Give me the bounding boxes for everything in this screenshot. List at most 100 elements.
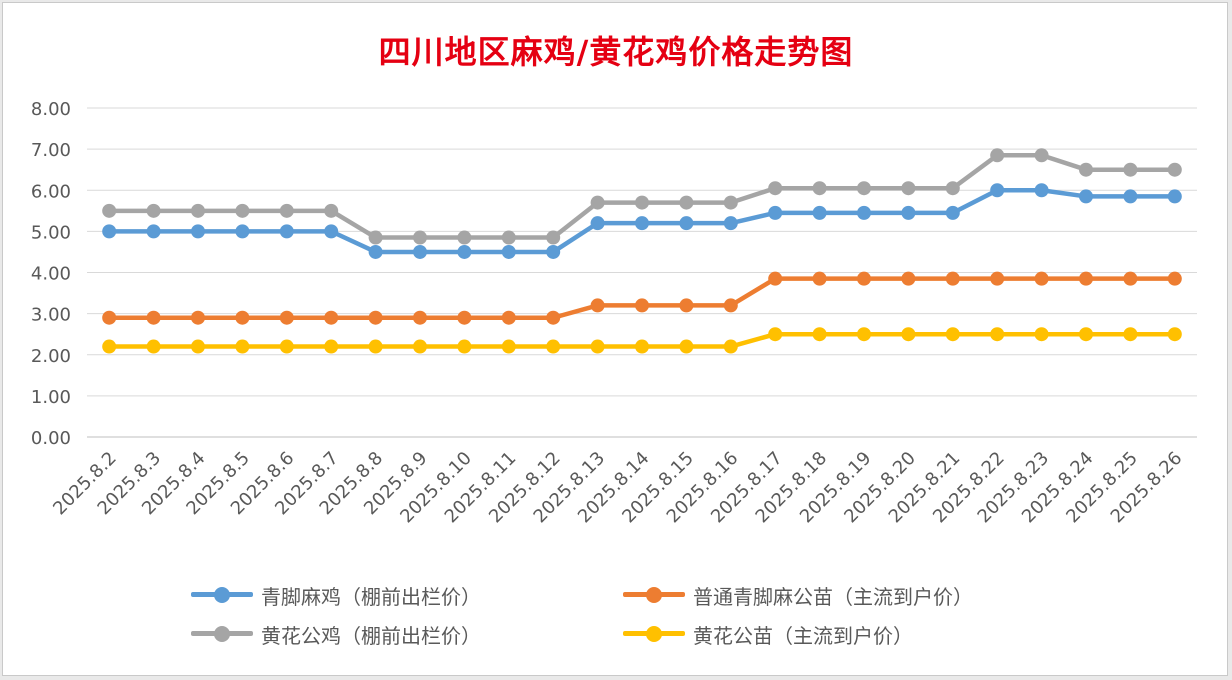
legend-item-1: 青脚麻鸡（棚前出栏价）: [191, 581, 623, 609]
data-point: [546, 244, 561, 259]
data-point: [1167, 327, 1182, 342]
legend-item-2: 普通青脚麻公苗（主流到户价）: [623, 581, 1083, 609]
data-point: [635, 216, 649, 231]
data-point: [413, 310, 427, 325]
data-point: [546, 339, 561, 354]
data-point: [812, 181, 827, 196]
data-point: [1123, 162, 1138, 177]
data-point: [102, 224, 117, 239]
data-point: [235, 203, 250, 218]
data-point: [413, 339, 427, 354]
data-point: [590, 216, 605, 231]
data-point: [191, 224, 205, 239]
data-point: [1034, 183, 1049, 198]
data-point: [1034, 271, 1049, 286]
data-point: [857, 205, 871, 220]
data-point: [679, 298, 694, 313]
data-point: [945, 181, 960, 196]
data-point: [812, 327, 827, 342]
data-point: [413, 230, 427, 245]
data-point: [324, 203, 339, 218]
data-point: [457, 310, 472, 325]
data-point: [635, 339, 649, 354]
data-point: [1079, 327, 1093, 342]
y-tick-label: 7.00: [31, 140, 71, 161]
data-point: [635, 195, 649, 210]
data-point: [679, 339, 694, 354]
legend-item-4: 黄花公苗（主流到户价）: [623, 620, 1083, 648]
data-point: [857, 271, 871, 286]
data-point: [501, 230, 516, 245]
legend-label: 黄花公苗（主流到户价）: [693, 623, 913, 648]
data-point: [501, 339, 516, 354]
data-point: [235, 310, 250, 325]
data-point: [146, 203, 161, 218]
data-point: [945, 205, 960, 220]
legend-item-3: 黄花公鸡（棚前出栏价）: [191, 620, 623, 648]
data-point: [723, 195, 738, 210]
data-point: [102, 339, 117, 354]
data-point: [990, 183, 1005, 198]
data-point: [368, 230, 383, 245]
data-point: [235, 224, 250, 239]
data-point: [102, 203, 117, 218]
data-point: [768, 327, 783, 342]
data-point: [723, 216, 738, 231]
data-point: [324, 224, 339, 239]
data-point: [723, 298, 738, 313]
data-point: [457, 230, 472, 245]
data-point: [679, 195, 694, 210]
data-point: [1167, 189, 1182, 204]
data-point: [1034, 327, 1049, 342]
data-point: [191, 339, 205, 354]
data-point: [1034, 148, 1049, 163]
data-point: [990, 148, 1005, 163]
data-point: [901, 327, 916, 342]
data-point: [501, 244, 516, 259]
data-point: [857, 181, 871, 196]
data-point: [901, 205, 916, 220]
data-point: [368, 339, 383, 354]
legend-marker-icon: [623, 620, 685, 648]
data-point: [279, 310, 294, 325]
y-tick-label: 0.00: [31, 428, 71, 449]
data-point: [590, 298, 605, 313]
data-point: [857, 327, 871, 342]
data-point: [191, 203, 205, 218]
data-point: [812, 205, 827, 220]
data-point: [146, 224, 161, 239]
data-point: [191, 310, 205, 325]
data-point: [901, 181, 916, 196]
data-point: [768, 205, 783, 220]
data-point: [1123, 327, 1138, 342]
data-point: [990, 271, 1005, 286]
data-point: [1167, 271, 1182, 286]
data-point: [590, 339, 605, 354]
data-point: [901, 271, 916, 286]
data-point: [590, 195, 605, 210]
legend-label: 青脚麻鸡（棚前出栏价）: [261, 584, 481, 609]
y-tick-label: 3.00: [31, 305, 71, 326]
data-point: [413, 244, 427, 259]
data-point: [1079, 162, 1093, 177]
data-point: [679, 216, 694, 231]
y-tick-label: 6.00: [31, 181, 71, 202]
data-point: [1167, 162, 1182, 177]
data-point: [457, 244, 472, 259]
legend-label: 黄花公鸡（棚前出栏价）: [261, 623, 481, 648]
data-point: [324, 310, 339, 325]
data-point: [812, 271, 827, 286]
legend: 青脚麻鸡（棚前出栏价） 普通青脚麻公苗（主流到户价） 黄花公鸡（棚前出栏价） 黄…: [191, 581, 1091, 648]
y-tick-label: 8.00: [31, 99, 71, 120]
data-point: [279, 224, 294, 239]
data-point: [990, 327, 1005, 342]
y-tick-label: 1.00: [31, 387, 71, 408]
data-point: [1079, 189, 1093, 204]
data-point: [279, 203, 294, 218]
y-tick-label: 5.00: [31, 222, 71, 243]
chart-title: 四川地区麻鸡/黄花鸡价格走势图: [378, 33, 854, 71]
legend-marker-icon: [191, 581, 253, 609]
data-point: [635, 298, 649, 313]
data-point: [501, 310, 516, 325]
